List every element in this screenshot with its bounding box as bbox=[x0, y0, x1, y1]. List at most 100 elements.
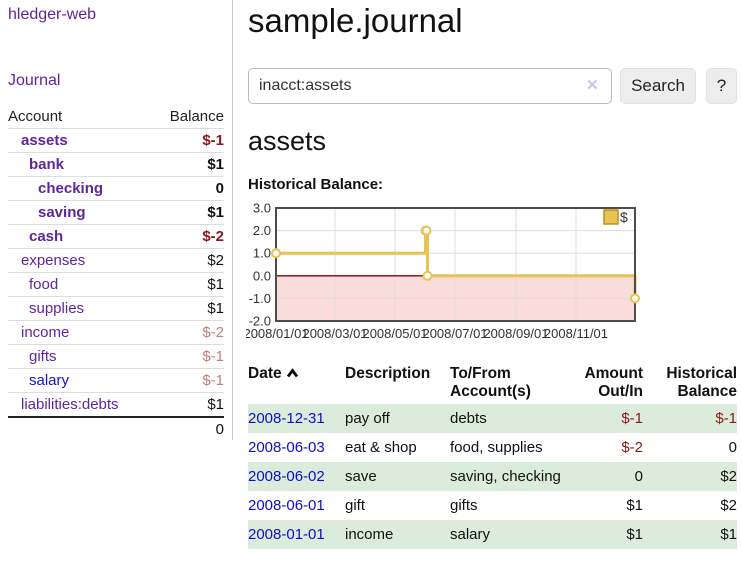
transaction-balance: $-1 bbox=[643, 404, 737, 433]
transaction-date-link[interactable]: 2008-06-02 bbox=[248, 468, 325, 485]
account-balance: $-1 bbox=[202, 348, 224, 365]
column-header-date[interactable]: Date bbox=[248, 362, 345, 404]
transaction-description: income bbox=[345, 520, 450, 549]
svg-text:2008/09/01: 2008/09/01 bbox=[483, 326, 548, 341]
account-link-liabilities-debts[interactable]: liabilities:debts bbox=[21, 396, 119, 413]
account-balance: $-1 bbox=[202, 132, 224, 149]
account-balance: $1 bbox=[207, 276, 224, 293]
help-button[interactable]: ? bbox=[706, 68, 737, 104]
accounts-total-row: 0 bbox=[8, 416, 224, 440]
account-balance: $-1 bbox=[202, 372, 224, 389]
page-title: sample.journal bbox=[248, 2, 463, 39]
account-row-expenses: expenses $2 bbox=[8, 248, 224, 272]
account-row-cash: cash $-2 bbox=[8, 224, 224, 248]
transaction-amount: 0 bbox=[580, 462, 643, 491]
account-link-salary[interactable]: salary bbox=[29, 372, 70, 389]
column-header-description: Description bbox=[345, 365, 431, 382]
transaction-accounts: saving, checking bbox=[450, 462, 580, 491]
accounts-total-value: 0 bbox=[215, 420, 224, 438]
transaction-row: 2008-06-01 gift gifts $1 $2 bbox=[248, 491, 737, 520]
transaction-description: gift bbox=[345, 497, 366, 514]
account-link-income[interactable]: income bbox=[21, 324, 70, 341]
nav-journal-link[interactable]: Journal bbox=[8, 72, 61, 89]
svg-text:0.0: 0.0 bbox=[253, 268, 271, 283]
transaction-balance: $2 bbox=[720, 497, 737, 514]
account-row-food: food $1 bbox=[8, 272, 224, 296]
svg-text:$: $ bbox=[620, 209, 628, 225]
account-balance: $2 bbox=[207, 252, 224, 269]
transaction-accounts: gifts bbox=[450, 497, 478, 514]
historical-balance-chart: 3.0 2.0 1.0 0.0 -1.0 -2.0 2008/01/01 2008/03/01… bbox=[243, 201, 742, 350]
transaction-amount: $1 bbox=[580, 520, 643, 549]
app-brand-link[interactable]: hledger-web bbox=[8, 6, 97, 23]
account-balance: $1 bbox=[207, 156, 224, 173]
transaction-description: save bbox=[345, 462, 450, 491]
search-button[interactable]: Search bbox=[620, 68, 696, 104]
account-row-gifts: gifts $-1 bbox=[8, 344, 224, 368]
transaction-date-link[interactable]: 2008-06-03 bbox=[248, 439, 325, 456]
svg-text:-1.0: -1.0 bbox=[249, 291, 271, 306]
transaction-row: 2008-06-02 save saving, checking 0 $2 bbox=[248, 462, 737, 491]
transaction-description: pay off bbox=[345, 404, 450, 433]
transaction-accounts: debts bbox=[450, 404, 580, 433]
svg-text:-2.0: -2.0 bbox=[249, 314, 271, 329]
transaction-description: eat & shop bbox=[345, 439, 417, 456]
account-link-bank[interactable]: bank bbox=[29, 156, 65, 173]
transaction-row: 2008-01-01 income salary $1 $1 bbox=[248, 520, 737, 549]
account-link-checking[interactable]: checking bbox=[38, 180, 104, 197]
column-header-amount: Amount Out/In bbox=[584, 365, 643, 400]
account-row-assets: assets $-1 bbox=[8, 128, 224, 152]
transaction-amount: $1 bbox=[626, 497, 643, 514]
svg-text:2008/07/01: 2008/07/01 bbox=[422, 326, 487, 341]
svg-text:2008/01/01: 2008/01/01 bbox=[246, 326, 309, 341]
account-link-saving[interactable]: saving bbox=[38, 204, 86, 221]
account-balance: $1 bbox=[207, 396, 224, 413]
transaction-balance: $1 bbox=[643, 520, 737, 549]
sidebar: hledger-web Journal Account Balance asse… bbox=[0, 0, 233, 440]
account-link-food[interactable]: food bbox=[29, 276, 59, 293]
transaction-date-link[interactable]: 2008-12-31 bbox=[248, 410, 325, 427]
column-header-balance: Historical Balance bbox=[666, 365, 737, 400]
register-table: Date Description To/From Account(s) Amoun… bbox=[248, 362, 737, 549]
search-input[interactable] bbox=[248, 68, 612, 104]
account-link-gifts[interactable]: gifts bbox=[29, 348, 57, 365]
accounts-header-balance: Balance bbox=[169, 107, 224, 125]
register-header-row: Date Description To/From Account(s) Amoun… bbox=[248, 362, 737, 404]
search-bar: ✕ Search ? bbox=[248, 68, 737, 104]
accounts-header-account: Account bbox=[8, 107, 63, 125]
account-balance: $1 bbox=[207, 300, 224, 317]
transaction-accounts: food, supplies bbox=[450, 439, 543, 456]
transaction-balance: 0 bbox=[728, 439, 737, 456]
svg-text:2008/11/01: 2008/11/01 bbox=[544, 326, 608, 341]
svg-text:2.0: 2.0 bbox=[253, 223, 271, 238]
transaction-date-link[interactable]: 2008-01-01 bbox=[248, 526, 325, 543]
accounts-table: Account Balance assets $-1 bank $1 check… bbox=[8, 104, 224, 440]
account-row-salary: salary $-1 bbox=[8, 368, 224, 392]
account-balance: $1 bbox=[207, 204, 224, 221]
transaction-accounts: salary bbox=[450, 520, 580, 549]
account-row-income: income $-2 bbox=[8, 320, 224, 344]
transaction-date-link[interactable]: 2008-06-01 bbox=[248, 497, 325, 514]
svg-text:1.0: 1.0 bbox=[253, 246, 271, 261]
svg-text:2008/05/01: 2008/05/01 bbox=[362, 326, 427, 341]
account-link-assets[interactable]: assets bbox=[21, 132, 68, 149]
account-balance: 0 bbox=[215, 180, 224, 197]
account-row-saving: saving $1 bbox=[8, 200, 224, 224]
clear-search-icon[interactable]: ✕ bbox=[586, 77, 599, 94]
account-link-supplies[interactable]: supplies bbox=[29, 300, 85, 317]
account-row-liabilities-debts: liabilities:debts $1 bbox=[8, 392, 224, 416]
account-link-cash[interactable]: cash bbox=[29, 228, 64, 245]
account-row-bank: bank $1 bbox=[8, 152, 224, 176]
svg-text:2008/03/01: 2008/03/01 bbox=[302, 326, 367, 341]
transaction-amount: $-1 bbox=[580, 404, 643, 433]
transaction-amount: $-2 bbox=[621, 439, 643, 456]
account-balance: $-2 bbox=[202, 324, 224, 341]
svg-text:3.0: 3.0 bbox=[253, 202, 271, 216]
account-row-checking: checking 0 bbox=[8, 176, 224, 200]
column-header-accounts: To/From Account(s) bbox=[450, 365, 531, 400]
transaction-row: 2008-12-31 pay off debts $-1 $-1 bbox=[248, 404, 737, 433]
transaction-balance: $2 bbox=[643, 462, 737, 491]
account-balance: $-2 bbox=[202, 228, 224, 245]
account-heading: assets bbox=[248, 126, 327, 156]
account-link-expenses[interactable]: expenses bbox=[21, 252, 86, 269]
